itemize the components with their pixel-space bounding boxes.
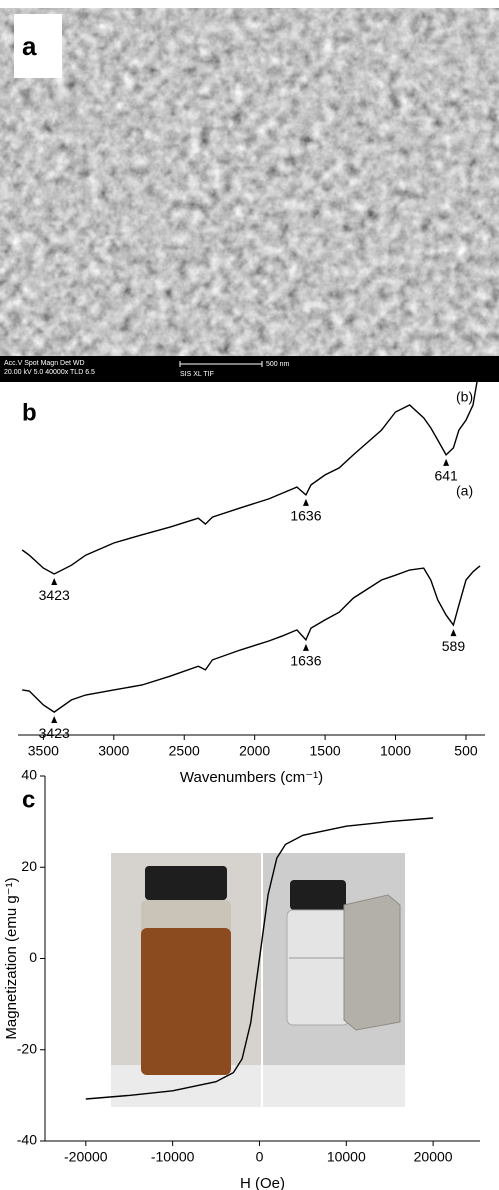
peak-label: 1636 xyxy=(290,508,321,524)
x-tick-label: 3500 xyxy=(28,743,59,759)
peak-label: 1636 xyxy=(290,653,321,669)
peak-label: 3423 xyxy=(39,725,70,741)
series-line xyxy=(85,817,434,1100)
vial-cap xyxy=(145,866,227,900)
x-axis-label: Wavenumbers (cm⁻¹) xyxy=(180,769,323,786)
x-tick-label: 3000 xyxy=(98,743,129,759)
peak-label: 641 xyxy=(434,468,458,484)
sem-texture xyxy=(0,8,499,356)
ferrofluid xyxy=(141,928,231,1075)
peak-label: 3423 xyxy=(39,587,70,603)
label-box xyxy=(14,14,62,78)
series-label: (a) xyxy=(456,483,473,499)
series-label: (b) xyxy=(456,389,473,405)
panel-label: a xyxy=(22,31,37,61)
panel-label: c xyxy=(22,786,35,813)
x-tick-label: 10000 xyxy=(327,1149,366,1165)
x-tick-label: 20000 xyxy=(414,1149,453,1165)
series-line xyxy=(22,565,481,713)
x-tick-label: -10000 xyxy=(151,1149,195,1165)
vial-cap xyxy=(290,880,346,910)
peak-arrow xyxy=(302,498,309,506)
y-tick-label: -40 xyxy=(17,1132,37,1148)
y-tick-label: 40 xyxy=(21,767,37,783)
peak-arrow xyxy=(51,716,58,724)
y-tick-label: 20 xyxy=(21,858,37,874)
peak-arrow xyxy=(302,643,309,651)
y-tick-label: 0 xyxy=(29,949,37,965)
sem-image: Acc.V Spot Magn Det WD 20.00 kV 5.0 4000… xyxy=(0,8,499,382)
y-axis-label: Magnetization (emu g⁻¹) xyxy=(3,877,20,1039)
peak-arrow xyxy=(450,629,457,637)
x-tick-label: 1500 xyxy=(310,743,341,759)
peak-label: 589 xyxy=(442,638,466,654)
series-line xyxy=(21,370,481,575)
x-tick-label: 2000 xyxy=(239,743,270,759)
x-tick-label: 2500 xyxy=(169,743,200,759)
x-tick-label: 0 xyxy=(256,1149,264,1165)
magnet xyxy=(343,894,401,1031)
x-tick-label: -20000 xyxy=(64,1149,108,1165)
scale-bar-label: 500 nm xyxy=(266,361,290,368)
info-bar xyxy=(0,356,499,382)
info-line: 20.00 kV 5.0 40000x TLD 6.5 xyxy=(4,369,95,376)
x-tick-label: 1000 xyxy=(380,743,411,759)
peak-arrow xyxy=(443,458,450,466)
info-line: Acc.V Spot Magn Det WD xyxy=(4,360,85,367)
vial-glass xyxy=(286,909,350,1026)
peak-arrow xyxy=(51,578,58,586)
y-tick-label: -20 xyxy=(17,1040,37,1056)
info-footer: SIS XL TIF xyxy=(180,371,214,378)
photo-inset xyxy=(111,853,405,1107)
x-tick-label: 500 xyxy=(454,743,478,759)
panel-label: b xyxy=(22,399,37,426)
x-axis-label: H (Oe) xyxy=(240,1175,285,1190)
